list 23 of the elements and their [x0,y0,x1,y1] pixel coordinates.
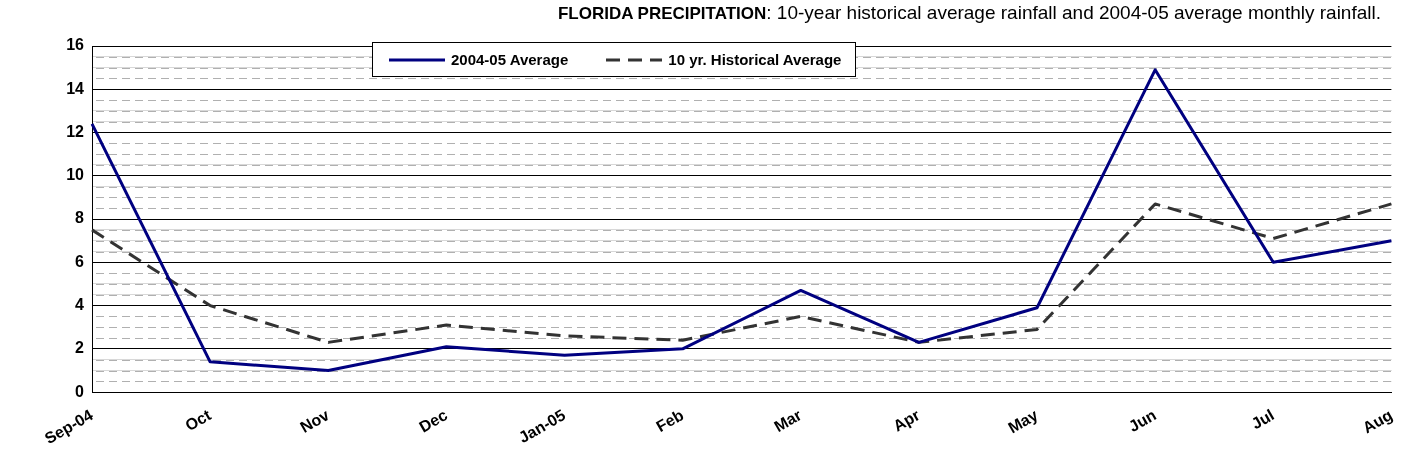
x-tick-label: Aug [1359,406,1396,437]
x-tick-label: Apr [890,406,923,435]
y-tick-label: 10 [66,166,85,184]
y-tick-label: 6 [75,252,85,270]
legend-label: 10 yr. Historical Average [668,51,842,68]
line-series [90,202,1393,344]
y-tick-label: 2 [75,339,85,357]
legend-label: 2004-05 Average [451,51,569,68]
y-tick-label: 8 [75,209,85,227]
y-tick-label: 0 [75,382,85,400]
x-tick-label: Oct [182,405,215,435]
x-tick-label: Mar [771,406,805,436]
x-tick-label: Nov [297,406,333,436]
chart-title: FLORIDA PRECIPITATION: 10-year historical average rainfall and 2004-05 average monthly rainfall. [556,2,1382,24]
y-tick-label: 16 [66,36,85,54]
x-tick-label: Feb [653,406,687,436]
y-tick-label: 12 [66,122,85,140]
x-tick-label: May [1005,406,1041,437]
y-tick-label: 4 [75,296,85,314]
y-tick-label: 14 [66,79,85,97]
x-tick-label: Dec [416,406,451,436]
x-tick-label: Jul [1248,406,1277,433]
x-tick-label: Jun [1125,406,1159,436]
